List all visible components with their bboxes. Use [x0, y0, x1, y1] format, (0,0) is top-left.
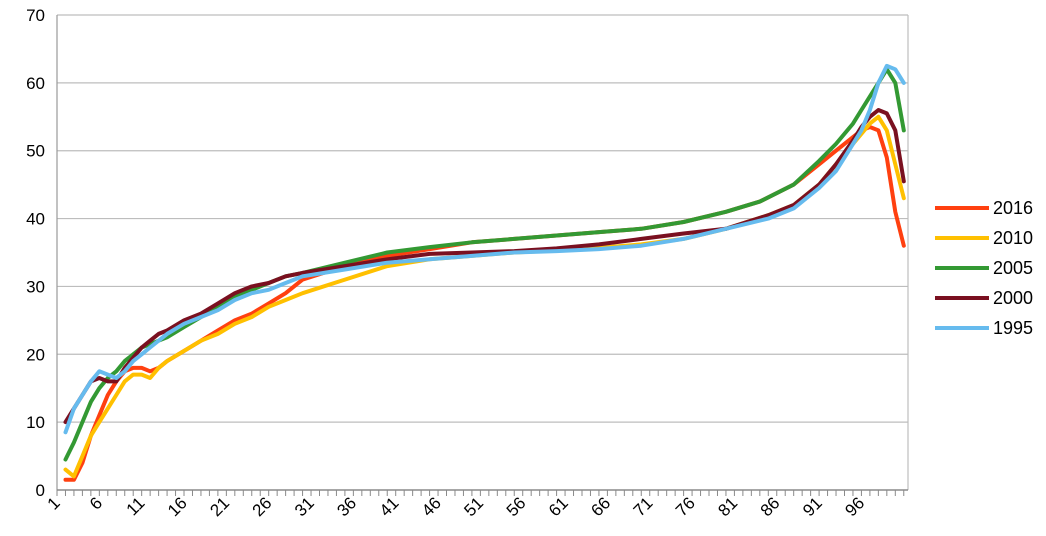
x-tick-label: 66 — [587, 493, 614, 520]
axes — [56, 15, 909, 491]
series-lines — [63, 63, 906, 482]
y-tick-label: 20 — [26, 345, 45, 364]
x-tick-label: 76 — [672, 493, 699, 520]
x-tick-label: 56 — [503, 493, 530, 520]
legend-label-2005: 2005 — [993, 258, 1033, 278]
legend-label-2000: 2000 — [993, 288, 1033, 308]
x-tick-label: 16 — [164, 493, 191, 520]
y-tick-label: 30 — [26, 277, 45, 296]
x-tick-label: 31 — [291, 493, 318, 520]
x-tick-label: 36 — [333, 493, 360, 520]
y-tick-label: 0 — [36, 481, 45, 500]
x-tick-label: 86 — [757, 493, 784, 520]
x-tick-label: 41 — [376, 493, 403, 520]
legend-label-2010: 2010 — [993, 228, 1033, 248]
x-tick-label: 11 — [123, 493, 149, 519]
x-tick-label: 26 — [249, 493, 276, 520]
legend: 2016 2010 2005 2000 1995 — [935, 198, 1033, 338]
x-tick-label: 91 — [799, 493, 826, 520]
x-tick-label: 96 — [841, 493, 868, 520]
y-tick-label: 60 — [26, 74, 45, 93]
y-tick-label: 70 — [26, 6, 45, 25]
x-tick-label: 46 — [418, 493, 445, 520]
x-tick-label: 6 — [86, 493, 106, 513]
series-line-2000 — [63, 108, 906, 425]
x-tick-label: 81 — [714, 493, 741, 520]
gridlines — [57, 14, 908, 423]
x-tick-label: 61 — [545, 493, 572, 520]
series-line-1995 — [63, 63, 906, 435]
x-tick-label: 21 — [206, 493, 233, 520]
series-line-2005 — [63, 67, 906, 462]
y-axis-ticks: 0 10 20 30 40 50 60 70 — [26, 6, 45, 500]
y-tick-label: 50 — [26, 142, 45, 161]
x-tick-label: 71 — [630, 493, 657, 520]
y-tick-label: 10 — [26, 413, 45, 432]
x-tick-label: 1 — [44, 493, 64, 513]
y-tick-label: 40 — [26, 210, 45, 229]
series-line-2016 — [63, 125, 906, 482]
legend-label-2016: 2016 — [993, 198, 1033, 218]
x-tick-label: 51 — [460, 493, 487, 520]
legend-label-1995: 1995 — [993, 318, 1033, 338]
x-axis-ticks: 1 6 11 16 21 26 31 36 41 46 51 56 61 66 71 76 81 86 91 96 — [44, 490, 905, 520]
